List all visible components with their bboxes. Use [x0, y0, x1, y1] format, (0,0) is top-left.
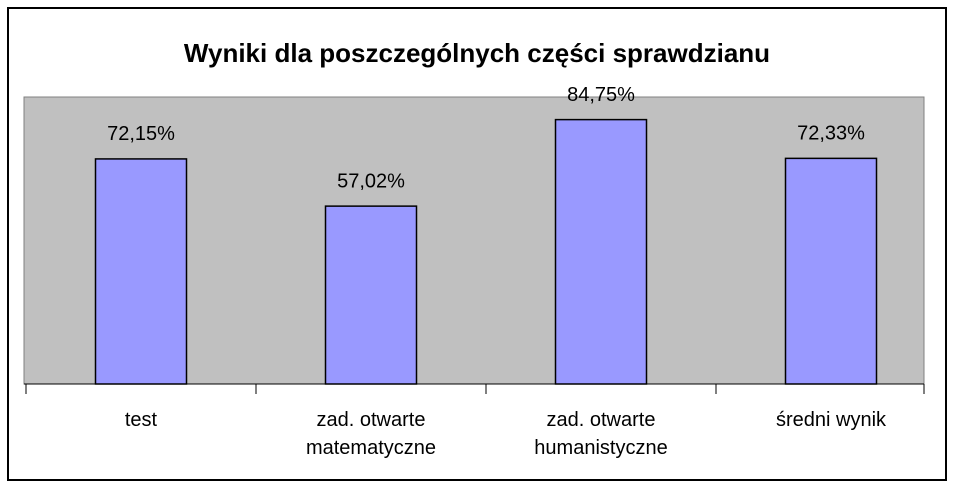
x-tick-label: zad. otwarte humanistyczne — [534, 409, 668, 459]
data-label: 72,15% — [107, 123, 175, 145]
data-label: 72,33% — [797, 123, 865, 145]
x-tick-label: test — [124, 409, 158, 431]
bar — [324, 205, 418, 385]
bar — [554, 118, 648, 385]
bar — [94, 158, 188, 385]
data-label: 84,75% — [567, 84, 635, 106]
chart-title: Wyniki dla poszczególnych części sprawdz… — [184, 38, 770, 68]
bar — [784, 157, 878, 385]
x-tick-label: średni wynik — [775, 409, 887, 431]
data-label: 57,02% — [337, 170, 405, 192]
x-tick-label: zad. otwarte matematyczne — [305, 409, 437, 459]
